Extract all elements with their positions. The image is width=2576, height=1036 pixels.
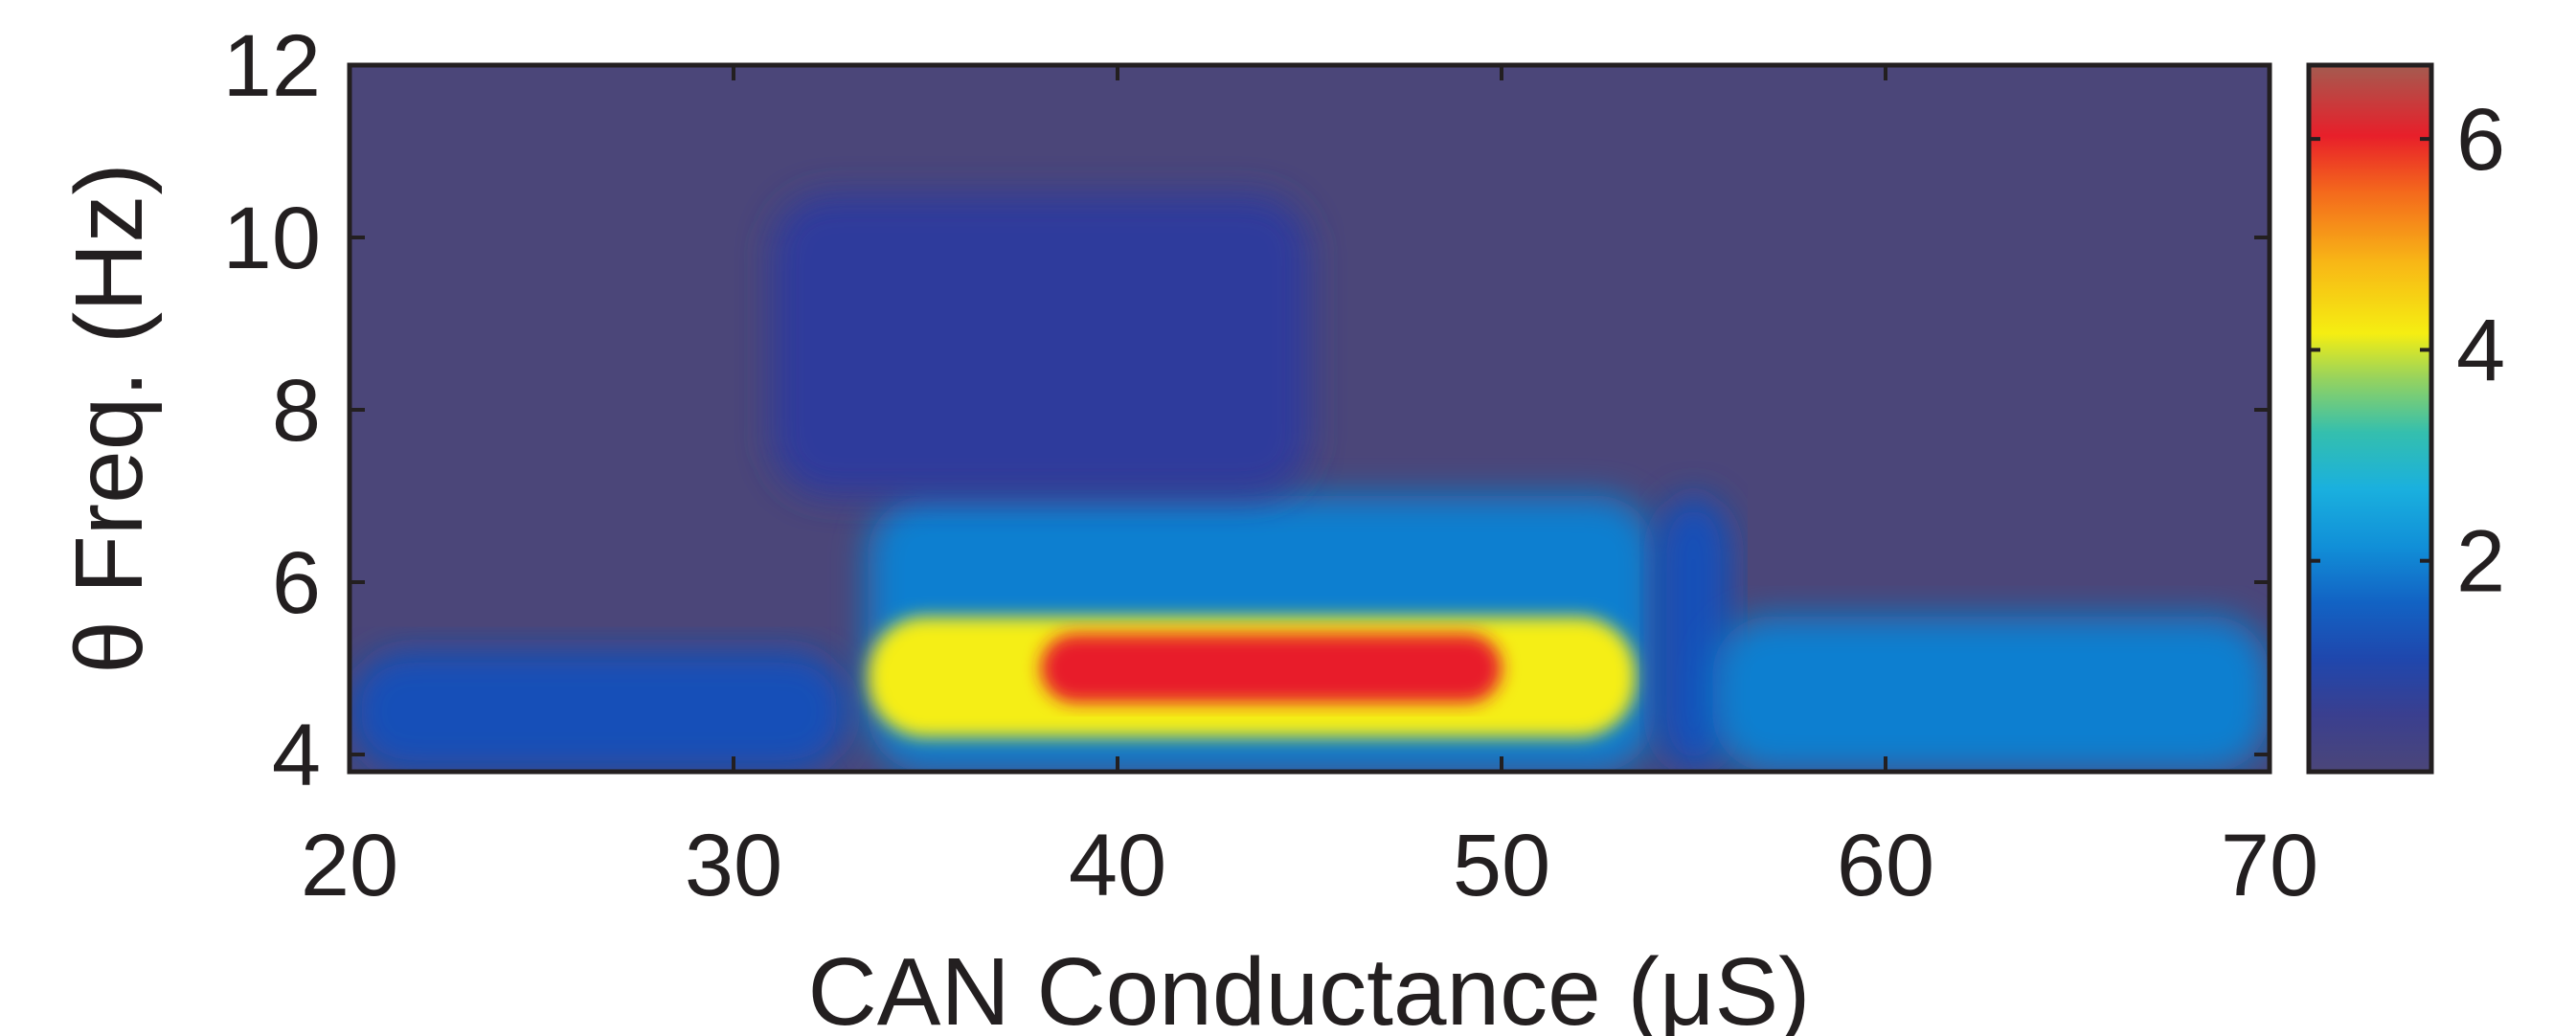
colorbar-tick-label: 6 xyxy=(2456,91,2505,189)
y-tick-label: 10 xyxy=(223,190,321,287)
y-tick-label: 4 xyxy=(272,707,321,804)
x-tick-label: 60 xyxy=(1837,817,1934,914)
colorbar-gradient xyxy=(2306,62,2434,775)
heatmap xyxy=(347,62,2272,775)
y-tick-label: 6 xyxy=(272,534,321,632)
x-tick-label: 70 xyxy=(2221,817,2318,914)
y-tick-label: 12 xyxy=(223,17,321,115)
x-tick-label: 20 xyxy=(301,817,398,914)
y-axis: 4 6 8 10 12 θ Freq. (Hz) xyxy=(56,17,2270,804)
colorbar: 2 4 6 xyxy=(2306,62,2505,775)
colorbar-tick-label: 4 xyxy=(2456,302,2505,399)
y-tick-label: 8 xyxy=(272,362,321,460)
x-tick-label: 50 xyxy=(1453,817,1550,914)
heatmap-region-2 xyxy=(350,651,849,772)
heatmap-region-8 xyxy=(772,194,1310,496)
y-axis-label: θ Freq. (Hz) xyxy=(56,163,163,673)
x-tick-label: 30 xyxy=(685,817,782,914)
x-axis-label: CAN Conductance (μS) xyxy=(808,938,1811,1036)
heatmap-region-5 xyxy=(1040,634,1502,703)
heatmap-region-7 xyxy=(1712,617,2270,772)
plot-frame xyxy=(347,62,2272,775)
x-tick-label: 40 xyxy=(1069,817,1166,914)
x-axis: 20 30 40 50 60 70 CAN Conductance (μS) xyxy=(301,65,2318,1036)
colorbar-tick-label: 2 xyxy=(2456,513,2505,611)
